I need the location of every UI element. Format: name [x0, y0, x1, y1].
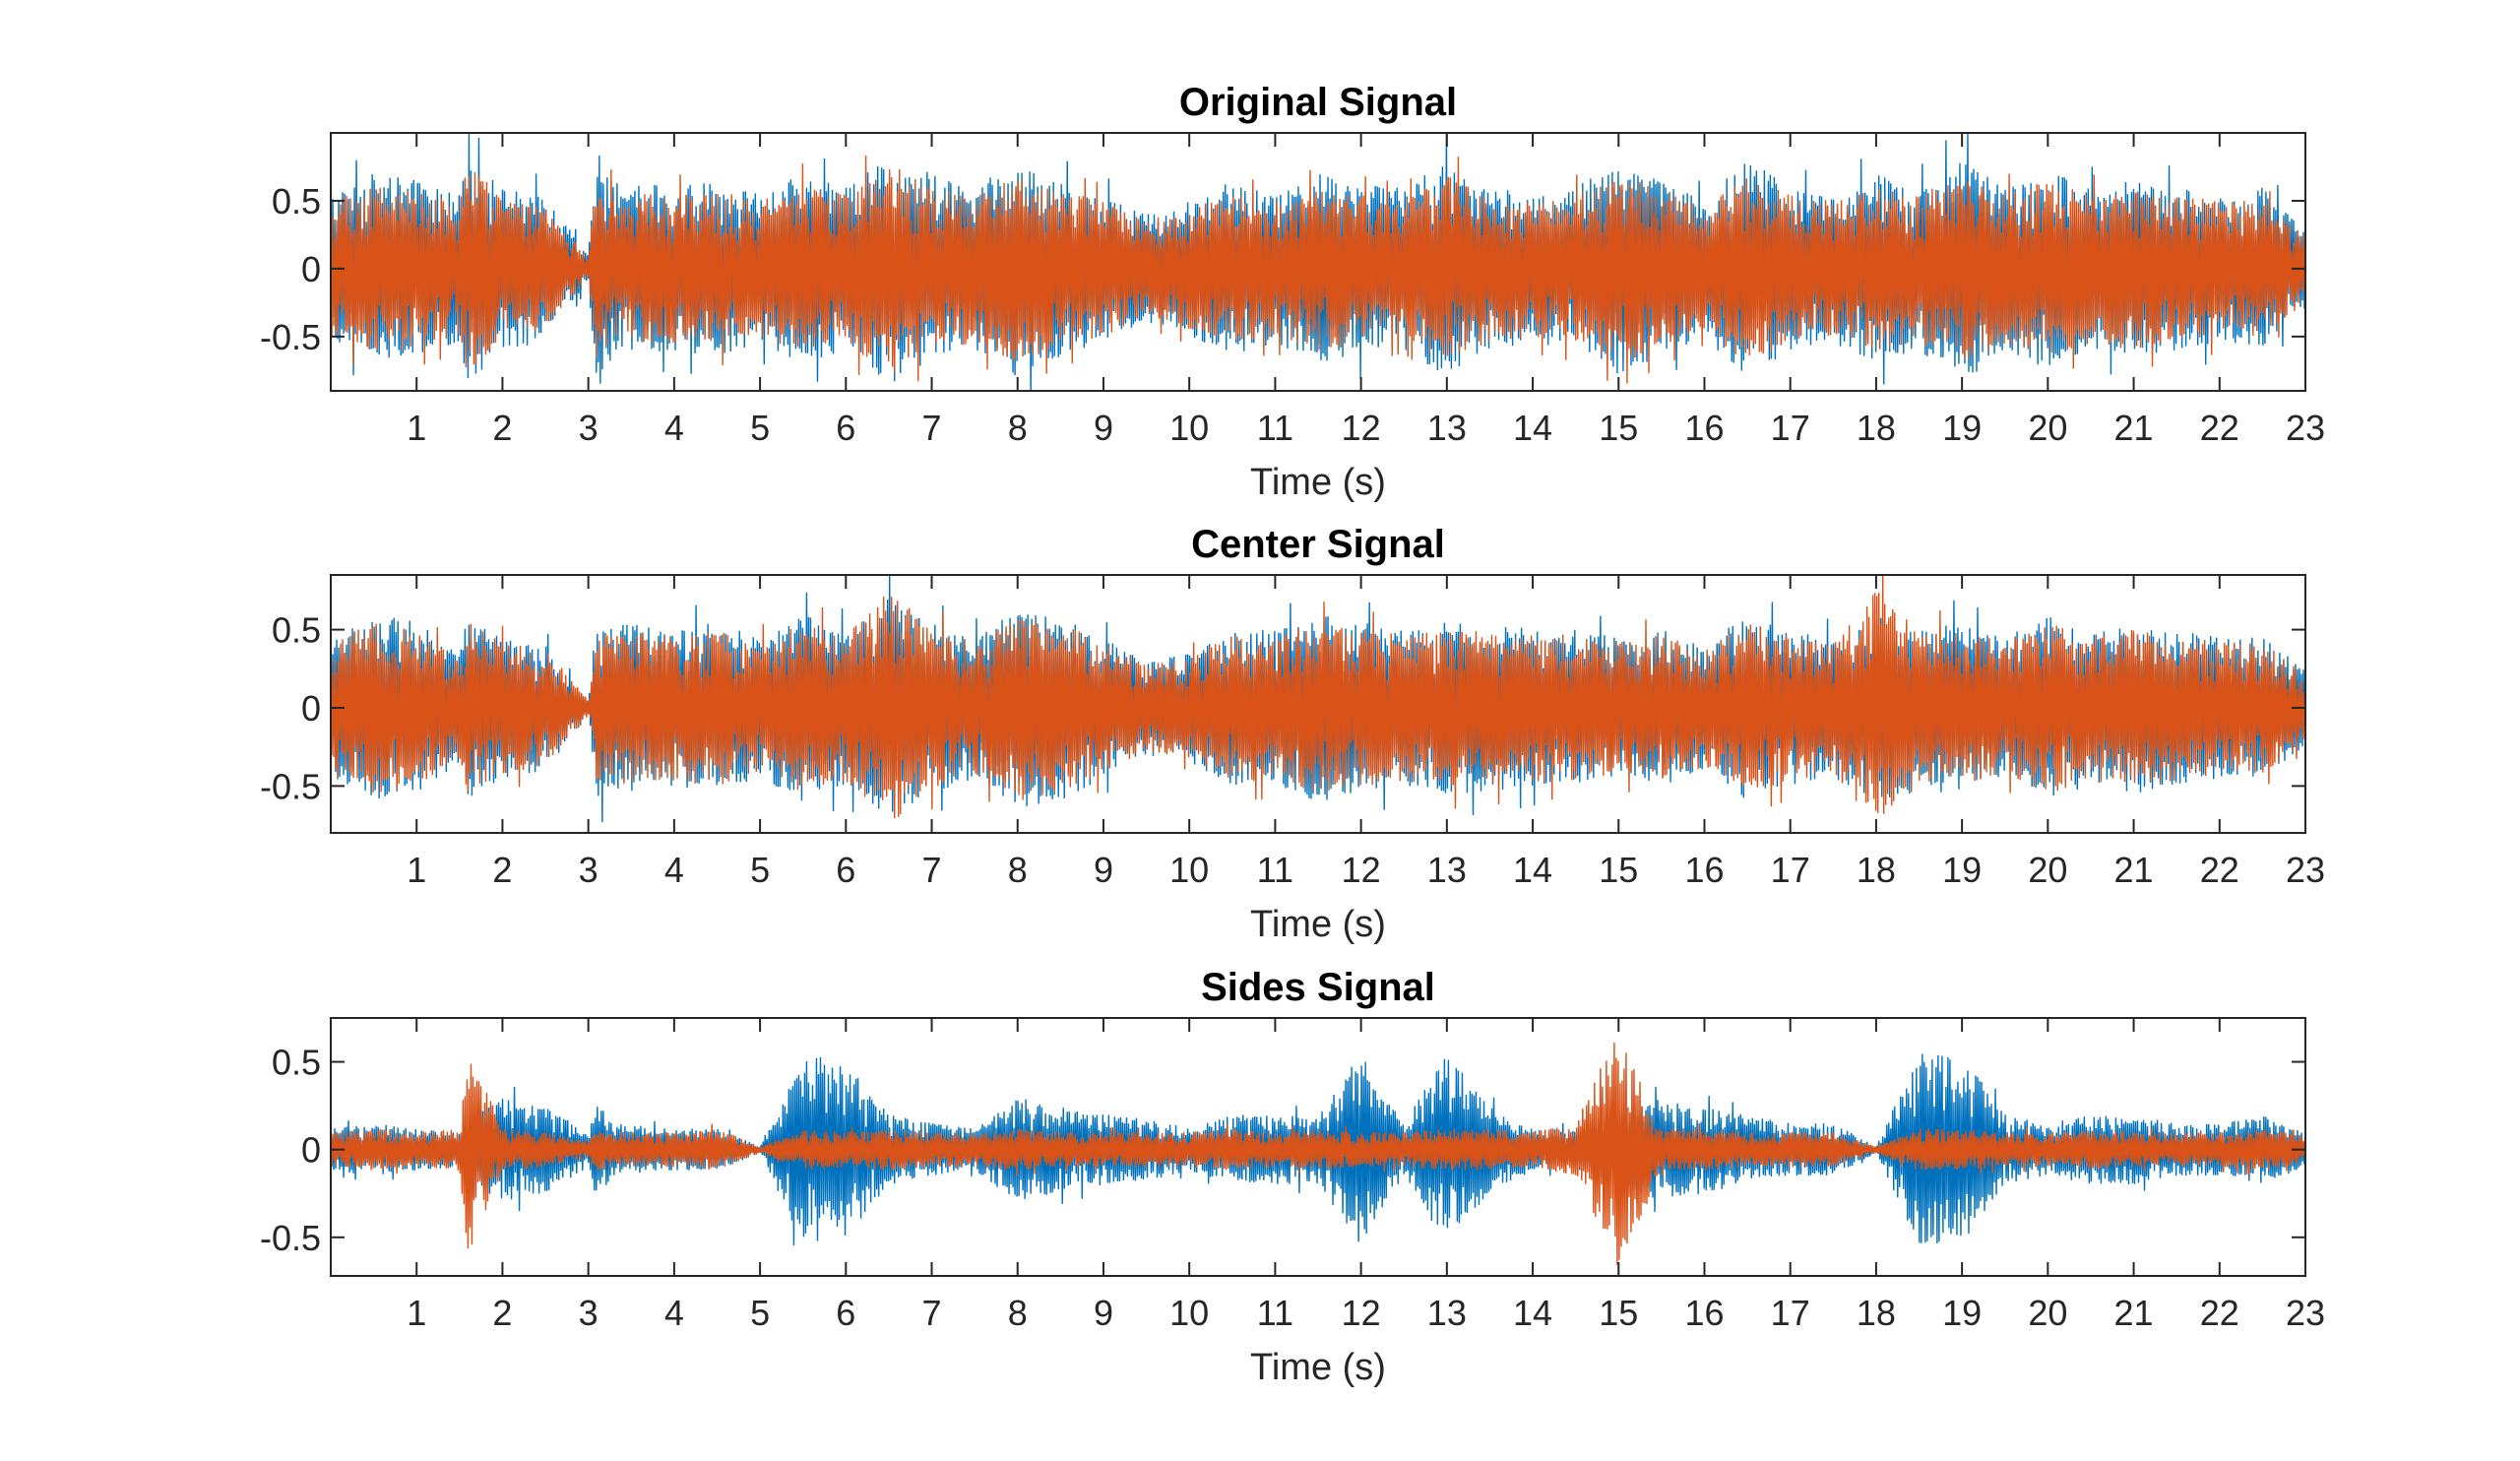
x-tick-label: 16 [1684, 408, 1724, 448]
axes-border [330, 132, 2306, 392]
x-tick-label: 5 [750, 850, 770, 890]
subplot-center-signal: 1 2 3 4 5 6 7 8 9 10 11 12 13 14 15 16 17 18 19 20 21 22 230.5… [260, 523, 2325, 945]
x-tick-label: 14 [1513, 850, 1552, 890]
x-tick-label: 9 [1094, 408, 1113, 448]
x-tick-label: 20 [2028, 1293, 2067, 1333]
x-tick-label: 14 [1513, 408, 1552, 448]
x-tick-label: 18 [1857, 850, 1896, 890]
x-tick-label: 23 [2286, 1293, 2325, 1333]
x-tick-label: 13 [1427, 850, 1467, 890]
x-tick-label: 16 [1684, 850, 1724, 890]
x-tick-label: 20 [2028, 408, 2067, 448]
x-tick-label: 8 [1008, 408, 1028, 448]
y-tick-label: 0 [301, 249, 321, 289]
x-tick-label: 8 [1008, 850, 1028, 890]
x-tick-label: 6 [836, 1293, 855, 1333]
series-2-waveform [331, 575, 2305, 819]
x-tick-label: 22 [2200, 408, 2239, 448]
x-tick-label: 19 [1942, 408, 1982, 448]
x-tick-label: 1 [407, 1293, 426, 1333]
x-tick-label: 12 [1342, 1293, 1381, 1333]
x-tick-label: 19 [1942, 1293, 1982, 1333]
x-tick-label: 15 [1599, 850, 1638, 890]
x-tick-label: 19 [1942, 850, 1982, 890]
x-axis-label: Time (s) [1250, 462, 1386, 503]
x-tick-label: 15 [1599, 408, 1638, 448]
x-tick-label: 22 [2200, 1293, 2239, 1333]
x-tick-label: 4 [664, 408, 684, 448]
y-tick-label: -0.5 [260, 766, 321, 806]
chart-title: Sides Signal [1201, 966, 1435, 1009]
x-tick-label: 2 [492, 1293, 512, 1333]
x-tick-label: 2 [492, 408, 512, 448]
x-tick-label: 6 [836, 408, 855, 448]
subplot-original-signal: 1 2 3 4 5 6 7 8 9 10 11 12 13 14 15 16 17 18 19 20 21 22 230.5… [260, 81, 2325, 503]
axes-border [330, 574, 2306, 834]
x-tick-label: 17 [1771, 408, 1810, 448]
y-tick-label: 0.5 [272, 181, 321, 222]
x-tick-label: 3 [579, 408, 598, 448]
chart-title: Center Signal [1191, 523, 1445, 566]
x-tick-label: 18 [1857, 408, 1896, 448]
x-tick-label: 21 [2114, 850, 2154, 890]
x-tick-label: 23 [2286, 850, 2325, 890]
x-tick-label: 2 [492, 850, 512, 890]
x-tick-label: 4 [664, 850, 684, 890]
x-tick-label: 18 [1857, 1293, 1896, 1333]
axes-border [330, 1017, 2306, 1277]
x-tick-label: 5 [750, 1293, 770, 1333]
x-tick-label: 1 [407, 850, 426, 890]
series-2-waveform [331, 156, 2305, 384]
y-tick-label: -0.5 [260, 1218, 321, 1258]
x-tick-label: 1 [407, 408, 426, 448]
x-tick-label: 21 [2114, 408, 2154, 448]
x-tick-label: 11 [1257, 850, 1293, 890]
x-tick-label: 3 [579, 850, 598, 890]
series-2-waveform [331, 1042, 2305, 1265]
x-tick-label: 13 [1427, 1293, 1467, 1333]
x-tick-label: 7 [922, 850, 942, 890]
y-tick-label: 0 [301, 1130, 321, 1171]
x-tick-label: 17 [1771, 850, 1810, 890]
x-tick-label: 10 [1169, 850, 1209, 890]
x-tick-label: 21 [2114, 1293, 2154, 1333]
x-tick-label: 17 [1771, 1293, 1810, 1333]
x-tick-label: 20 [2028, 850, 2067, 890]
y-tick-label: 0 [301, 688, 321, 729]
x-tick-label: 4 [664, 1293, 684, 1333]
x-tick-label: 16 [1684, 1293, 1724, 1333]
x-tick-label: 12 [1342, 850, 1381, 890]
x-axis-label: Time (s) [1250, 1347, 1386, 1388]
x-tick-label: 14 [1513, 1293, 1552, 1333]
x-tick-label: 9 [1094, 850, 1113, 890]
x-tick-label: 15 [1599, 1293, 1638, 1333]
x-tick-label: 23 [2286, 408, 2325, 448]
x-tick-label: 5 [750, 408, 770, 448]
x-tick-label: 12 [1342, 408, 1381, 448]
x-tick-label: 7 [922, 408, 942, 448]
chart-title: Original Signal [1179, 81, 1457, 124]
x-tick-label: 13 [1427, 408, 1467, 448]
y-tick-label: 0.5 [272, 610, 321, 651]
x-tick-label: 11 [1257, 1293, 1293, 1333]
y-tick-label: 0.5 [272, 1043, 321, 1083]
x-tick-label: 3 [579, 1293, 598, 1333]
x-tick-label: 7 [922, 1293, 942, 1333]
y-tick-label: -0.5 [260, 317, 321, 357]
x-tick-label: 8 [1008, 1293, 1028, 1333]
x-tick-label: 9 [1094, 1293, 1113, 1333]
x-tick-label: 11 [1257, 408, 1293, 448]
x-tick-label: 10 [1169, 408, 1209, 448]
x-axis-label: Time (s) [1250, 904, 1386, 945]
x-tick-label: 22 [2200, 850, 2239, 890]
x-tick-label: 6 [836, 850, 855, 890]
x-tick-label: 10 [1169, 1293, 1209, 1333]
subplot-sides-signal: 1 2 3 4 5 6 7 8 9 10 11 12 13 14 15 16 17 18 19 20 21 22 230.5… [260, 966, 2325, 1388]
